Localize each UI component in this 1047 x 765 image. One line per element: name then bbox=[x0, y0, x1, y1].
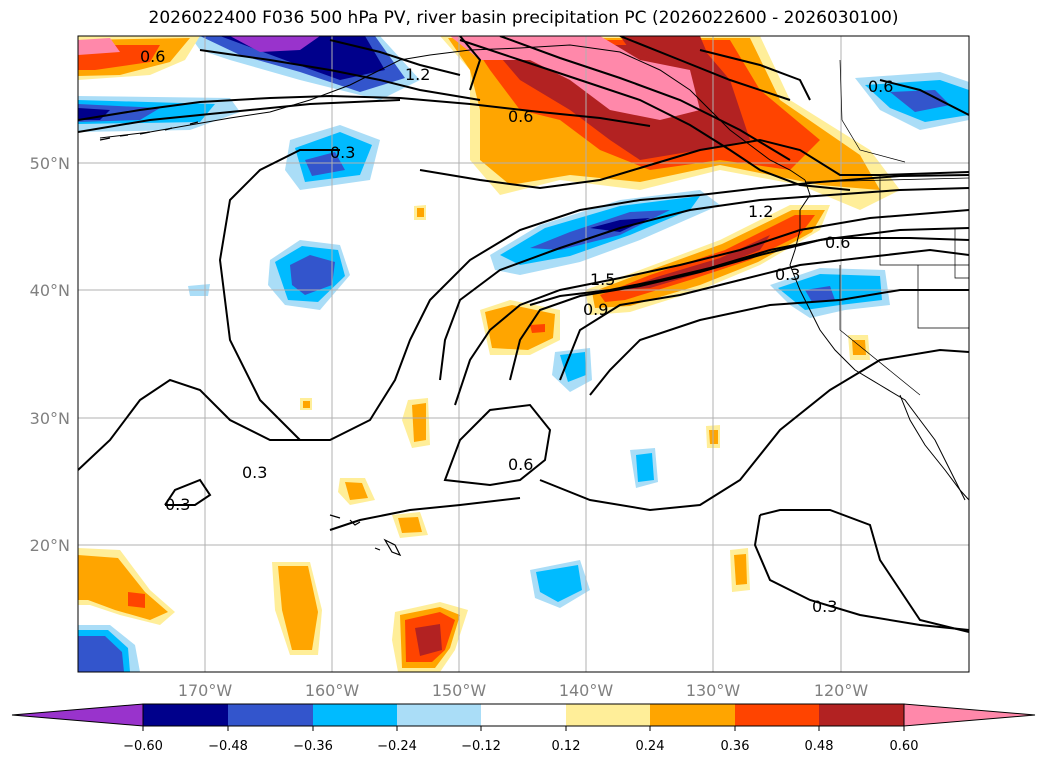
contour-label: 0.3 bbox=[165, 495, 190, 514]
lat-label: 50°N bbox=[30, 154, 70, 173]
colorbar-tick-label: 0.12 bbox=[552, 739, 581, 754]
colorbar-tick-label: 0.36 bbox=[721, 739, 750, 754]
lon-label: 120°W bbox=[814, 681, 869, 700]
map-title: 2026022400 F036 500 hPa PV, river basin … bbox=[148, 8, 899, 28]
contour-label: 0.6 bbox=[508, 107, 533, 126]
lon-label: 140°W bbox=[559, 681, 614, 700]
colorbar-segment bbox=[313, 704, 397, 726]
alaska-coast bbox=[99, 44, 806, 181]
baja-coast bbox=[899, 394, 969, 501]
colorbar-tick-label: −0.12 bbox=[461, 739, 501, 754]
colorbar: −0.60 −0.48 −0.36 −0.24 −0.12 0.12 0.24 … bbox=[11, 703, 1036, 754]
contour-label: 0.3 bbox=[812, 597, 837, 616]
lon-label: 160°W bbox=[305, 681, 360, 700]
colorbar-segment bbox=[819, 704, 904, 726]
colorbar-tick-label: 0.24 bbox=[636, 739, 665, 754]
lat-labels: 50°N 40°N 30°N 20°N bbox=[30, 154, 70, 555]
contour-label: 0.3 bbox=[242, 463, 267, 482]
map-frame bbox=[77, 35, 970, 673]
contour-label: 0.6 bbox=[140, 47, 165, 66]
colorbar-extend-low bbox=[11, 703, 144, 727]
colorbar-tick-label: 0.48 bbox=[805, 739, 834, 754]
aleutian-islands bbox=[99, 121, 199, 141]
contour-label: 1.2 bbox=[748, 202, 773, 221]
lat-label: 20°N bbox=[30, 536, 70, 555]
lat-label: 30°N bbox=[30, 409, 70, 428]
colorbar-segment bbox=[481, 704, 566, 726]
contour-label: 1.2 bbox=[405, 65, 430, 84]
colorbar-segment bbox=[735, 704, 819, 726]
contour-label: 0.3 bbox=[775, 265, 800, 284]
contour-labels: 0.6 1.2 0.6 0.3 0.6 1.2 0.6 0.3 1.5 0.9 … bbox=[140, 47, 893, 616]
contour-label: 1.5 bbox=[590, 270, 615, 289]
contour-label: 0.6 bbox=[508, 455, 533, 474]
state-borders bbox=[839, 59, 969, 396]
colorbar-segment bbox=[143, 704, 228, 726]
colorbar-segment bbox=[228, 704, 313, 726]
colorbar-segment bbox=[397, 704, 481, 726]
colorbar-tick-label: −0.24 bbox=[377, 739, 417, 754]
colorbar-segment bbox=[650, 704, 735, 726]
hawaii-islands bbox=[329, 514, 402, 557]
colorbar-tick-label: −0.36 bbox=[293, 739, 333, 754]
lat-label: 40°N bbox=[30, 281, 70, 300]
colorbar-tick-label: −0.60 bbox=[123, 739, 163, 754]
colorbar-extend-high bbox=[903, 703, 1036, 727]
contour-label: 0.3 bbox=[330, 143, 355, 162]
pv-contours bbox=[78, 36, 969, 633]
lon-label: 170°W bbox=[178, 681, 233, 700]
coastlines bbox=[99, 44, 969, 557]
lon-label: 150°W bbox=[432, 681, 487, 700]
colorbar-tick-label: −0.48 bbox=[208, 739, 248, 754]
contour-label: 0.6 bbox=[825, 233, 850, 252]
colorbar-tick-label: 0.60 bbox=[890, 739, 919, 754]
contour-label: 0.9 bbox=[583, 300, 608, 319]
lon-labels: 170°W 160°W 150°W 140°W 130°W 120°W bbox=[178, 681, 869, 700]
contour-label: 0.6 bbox=[868, 77, 893, 96]
bc-coast bbox=[789, 179, 966, 501]
lon-label: 130°W bbox=[686, 681, 741, 700]
colorbar-segment bbox=[566, 704, 650, 726]
